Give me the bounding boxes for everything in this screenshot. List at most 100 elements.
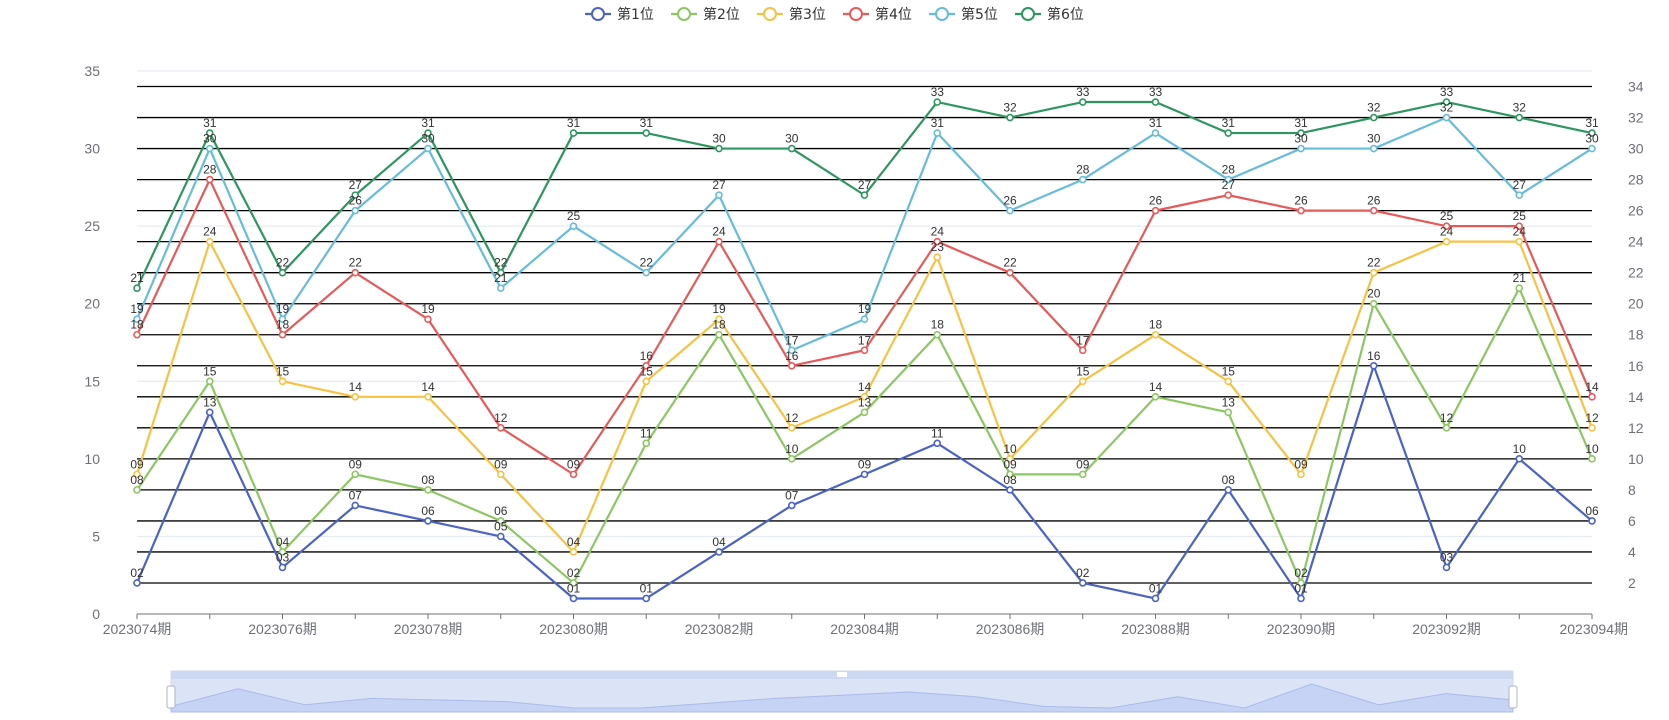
data-point bbox=[1442, 424, 1451, 432]
data-point bbox=[1297, 129, 1305, 137]
data-point bbox=[569, 594, 578, 603]
data-point bbox=[1297, 144, 1305, 153]
data-label: 28 bbox=[1222, 163, 1236, 177]
legend-circle-icon bbox=[1021, 7, 1035, 21]
data-label: 26 bbox=[1367, 194, 1381, 208]
data-label: 16 bbox=[1367, 349, 1381, 363]
data-point bbox=[933, 237, 942, 246]
data-label: 26 bbox=[1294, 194, 1308, 208]
data-point bbox=[1078, 579, 1087, 587]
data-point bbox=[933, 98, 942, 106]
data-point bbox=[496, 517, 505, 525]
data-point bbox=[1369, 113, 1378, 122]
data-point bbox=[1588, 455, 1596, 463]
data-point bbox=[278, 315, 287, 324]
data-label: 33 bbox=[1149, 85, 1163, 99]
zoom-handle-left[interactable] bbox=[166, 685, 176, 709]
zoom-handle-right[interactable] bbox=[1508, 685, 1518, 709]
data-label: 31 bbox=[1585, 116, 1599, 130]
data-label: 26 bbox=[349, 194, 363, 208]
data-point bbox=[787, 346, 796, 355]
data-label: 14 bbox=[421, 380, 435, 394]
zoom-grip-icon[interactable] bbox=[837, 672, 847, 677]
data-point bbox=[933, 253, 942, 261]
data-point bbox=[642, 594, 651, 603]
data-label: 06 bbox=[494, 504, 508, 518]
data-point bbox=[351, 501, 360, 510]
data-point bbox=[1369, 144, 1378, 153]
data-point bbox=[205, 129, 214, 137]
legend-item-1[interactable]: 第1位 bbox=[585, 6, 654, 23]
data-label: 27 bbox=[349, 178, 363, 192]
data-point bbox=[1442, 113, 1451, 122]
legend-item-2[interactable]: 第2位 bbox=[671, 6, 740, 23]
data-label: 24 bbox=[1513, 225, 1527, 239]
data-label: 09 bbox=[1003, 457, 1017, 471]
data-point bbox=[424, 315, 432, 324]
data-point bbox=[1006, 455, 1014, 463]
data-point bbox=[787, 144, 796, 153]
data-point bbox=[1369, 299, 1378, 308]
left-y-tick-label: 20 bbox=[84, 296, 100, 312]
data-point bbox=[205, 144, 214, 153]
data-point bbox=[1224, 191, 1233, 199]
legend[interactable]: 第1位 第2位 第3位 第4位 第5位 第6位 bbox=[585, 6, 1084, 23]
legend-item-5[interactable]: 第5位 bbox=[929, 6, 998, 23]
data-label: 03 bbox=[276, 550, 290, 564]
legend-label: 第3位 bbox=[789, 6, 826, 23]
data-label: 27 bbox=[712, 178, 726, 192]
data-label: 28 bbox=[203, 163, 217, 177]
data-label: 15 bbox=[276, 364, 290, 378]
data-label: 23 bbox=[931, 240, 945, 254]
right-y-tick-label: 18 bbox=[1628, 327, 1644, 343]
data-label: 11 bbox=[640, 426, 653, 440]
data-point bbox=[205, 237, 214, 246]
data-label: 31 bbox=[931, 116, 945, 130]
legend-label: 第5位 bbox=[961, 6, 998, 23]
data-label: 22 bbox=[349, 256, 363, 270]
data-point bbox=[1006, 113, 1014, 122]
data-label: 14 bbox=[858, 380, 872, 394]
legend-circle-icon bbox=[591, 7, 605, 21]
data-point bbox=[1369, 268, 1378, 277]
data-point bbox=[1515, 222, 1524, 230]
data-point bbox=[1588, 129, 1596, 137]
data-point bbox=[933, 129, 942, 137]
right-y-tick-label: 22 bbox=[1628, 265, 1644, 281]
data-point bbox=[1588, 424, 1596, 432]
data-point bbox=[1515, 237, 1524, 246]
data-point bbox=[860, 315, 869, 324]
data-point bbox=[715, 330, 723, 339]
data-zoom-slider[interactable] bbox=[166, 670, 1518, 713]
data-label: 10 bbox=[1003, 442, 1017, 456]
right-y-tick-label: 12 bbox=[1628, 420, 1644, 436]
data-point bbox=[1151, 206, 1160, 215]
left-y-tick-label: 15 bbox=[84, 373, 100, 389]
right-y-tick-label: 14 bbox=[1628, 389, 1644, 405]
right-y-tick-label: 34 bbox=[1628, 79, 1644, 95]
data-label: 03 bbox=[1440, 550, 1454, 564]
data-label: 09 bbox=[567, 457, 581, 471]
data-point bbox=[715, 548, 723, 556]
data-label: 14 bbox=[1149, 380, 1163, 394]
x-axis-tick-label: 2023082期 bbox=[685, 621, 754, 637]
data-point bbox=[496, 424, 505, 432]
data-label: 10 bbox=[1585, 442, 1599, 456]
left-y-tick-label: 0 bbox=[92, 606, 100, 622]
data-point bbox=[278, 268, 287, 277]
data-point bbox=[496, 268, 505, 277]
data-point bbox=[1224, 408, 1233, 417]
data-point bbox=[787, 424, 796, 432]
data-label: 12 bbox=[494, 411, 508, 425]
x-axis-tick-label: 2023088期 bbox=[1121, 621, 1190, 637]
legend-item-4[interactable]: 第4位 bbox=[843, 6, 912, 23]
data-point bbox=[1515, 191, 1524, 199]
data-label: 32 bbox=[1513, 101, 1527, 115]
data-label: 25 bbox=[1513, 209, 1527, 223]
data-label: 25 bbox=[567, 209, 581, 223]
data-point bbox=[133, 486, 141, 494]
legend-item-3[interactable]: 第3位 bbox=[757, 6, 826, 23]
legend-item-6[interactable]: 第6位 bbox=[1015, 6, 1084, 23]
data-label: 02 bbox=[567, 566, 581, 580]
data-label: 15 bbox=[640, 364, 654, 378]
